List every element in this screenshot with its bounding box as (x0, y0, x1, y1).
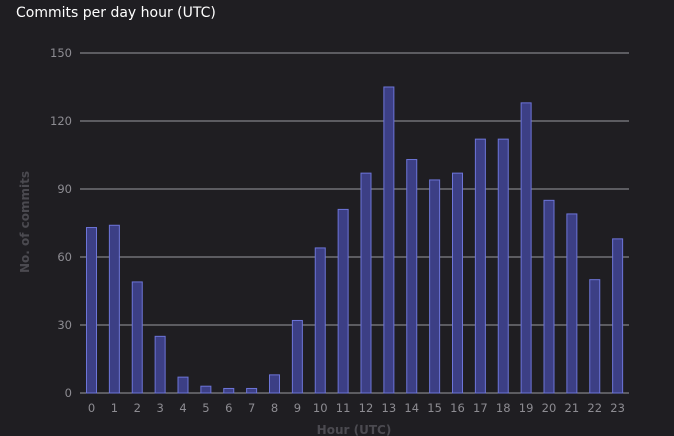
x-tick-label: 19 (519, 401, 534, 415)
x-tick-label: 21 (565, 401, 580, 415)
bar-hour-8[interactable] (269, 374, 280, 394)
x-tick-labels: 0 1 2 3 4 5 6 7 8 9 10 11 12 13 14 15 16 17 18 19 20 21 22 23 (88, 401, 625, 415)
x-tick-label: 9 (294, 401, 301, 415)
bar-hour-20[interactable] (543, 199, 555, 394)
bar-hour-15[interactable] (429, 179, 441, 394)
bar-hour-19[interactable] (520, 102, 532, 394)
x-tick-label: 1 (111, 401, 118, 415)
bar-hour-13[interactable] (383, 86, 395, 394)
y-tick-label: 150 (50, 46, 72, 60)
bar-hour-21[interactable] (566, 213, 578, 394)
chart-title: Commits per day hour (UTC) (16, 5, 216, 21)
bar-hour-7[interactable] (246, 387, 258, 394)
x-tick-label: 18 (496, 401, 511, 415)
y-tick-label: 30 (57, 318, 72, 332)
bar-hour-0[interactable] (86, 227, 97, 394)
x-tick-label: 7 (248, 401, 255, 415)
x-tick-label: 16 (450, 401, 465, 415)
bar-hour-11[interactable] (337, 208, 349, 394)
x-tick-label: 11 (336, 401, 351, 415)
bar-hour-17[interactable] (474, 138, 486, 394)
bar-hour-12[interactable] (360, 172, 372, 394)
x-tick-label: 4 (179, 401, 186, 415)
bar-hour-1[interactable] (108, 224, 120, 394)
y-tick-label: 0 (65, 386, 72, 400)
x-tick-label: 23 (610, 401, 625, 415)
x-tick-label: 3 (156, 401, 163, 415)
bar-hour-23[interactable] (612, 238, 624, 394)
bar-hour-16[interactable] (452, 172, 463, 394)
x-tick-label: 20 (542, 401, 557, 415)
x-tick-label: 12 (359, 401, 374, 415)
bar-hour-5[interactable] (200, 385, 212, 394)
x-tick-label: 0 (88, 401, 95, 415)
y-tick-label: 60 (57, 250, 72, 264)
y-tick-labels: 0 30 60 90 120 150 (50, 46, 72, 400)
x-tick-label: 10 (313, 401, 328, 415)
x-tick-label: 6 (225, 401, 232, 415)
bar-hour-22[interactable] (589, 279, 601, 394)
x-axis-title: Hour (UTC) (317, 423, 392, 436)
bar-hour-10[interactable] (314, 247, 326, 394)
y-tick-label: 120 (50, 114, 72, 128)
x-tick-label: 15 (427, 401, 442, 415)
y-tick-label: 90 (57, 182, 72, 196)
bar-hour-6[interactable] (223, 387, 235, 394)
x-tick-label: 17 (473, 401, 488, 415)
bar-hour-2[interactable] (131, 281, 143, 394)
x-tick-label: 5 (202, 401, 209, 415)
x-tick-label: 14 (404, 401, 419, 415)
y-axis-title: No. of commits (18, 171, 32, 273)
x-tick-label: 8 (271, 401, 278, 415)
x-tick-label: 22 (587, 401, 602, 415)
bar-hour-14[interactable] (406, 159, 418, 394)
bar-hour-3[interactable] (154, 335, 166, 394)
grid-lines (80, 52, 629, 394)
bar-hour-18[interactable] (497, 138, 509, 394)
x-tick-label: 13 (382, 401, 397, 415)
bar-hour-9[interactable] (291, 319, 303, 394)
bars (86, 86, 624, 394)
x-tick-label: 2 (134, 401, 141, 415)
bar-hour-4[interactable] (177, 376, 189, 394)
